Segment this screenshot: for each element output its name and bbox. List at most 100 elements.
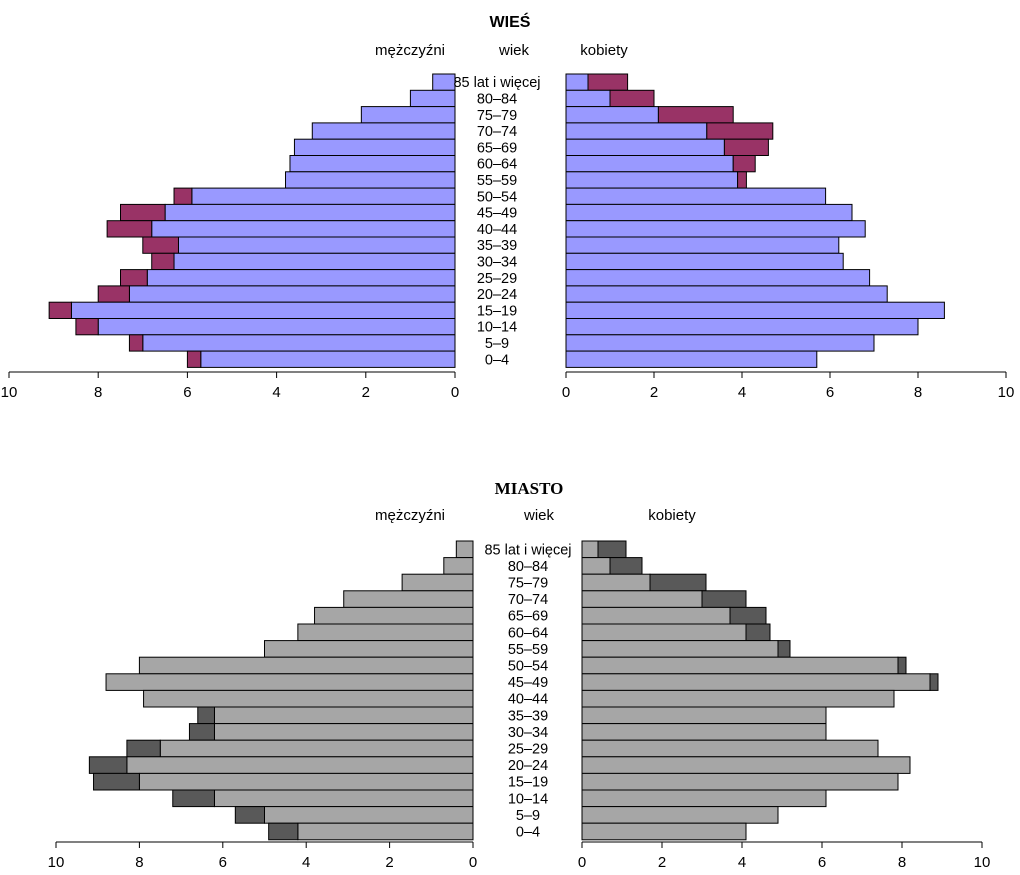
age-label-10: 35–39 <box>508 708 548 724</box>
bar-men-4 <box>293 138 456 156</box>
bar-women-surplus-2 <box>649 573 707 592</box>
bar-women-2 <box>565 106 659 124</box>
bar-men-surplus-17 <box>186 350 202 368</box>
bar-women-17 <box>581 822 747 841</box>
bar-men-surplus-16 <box>234 806 265 824</box>
bar-men-surplus-11 <box>151 252 175 271</box>
age-label-12: 25–29 <box>477 271 517 287</box>
bar-men-7 <box>138 656 474 675</box>
chart-title: WIEŚ <box>490 12 531 31</box>
bar-men-0 <box>432 73 456 91</box>
bar-women-2 <box>581 573 651 592</box>
tick-label-right-1: 2 <box>658 854 666 871</box>
axes-group: 10 8 6 4 2 0 0 2 4 6 8 10 <box>1 371 1014 401</box>
bar-men-surplus-14 <box>48 301 72 320</box>
bar-men-11 <box>213 723 474 741</box>
bar-men-surplus-10 <box>142 236 179 254</box>
age-label-8: 45–49 <box>508 675 548 691</box>
bar-men-17 <box>200 350 456 368</box>
age-label-1: 80–84 <box>508 559 548 575</box>
bar-men-10 <box>177 236 456 254</box>
tick-label-right-0: 0 <box>562 384 570 401</box>
age-label-15: 10–14 <box>508 791 548 807</box>
age-label-7: 50–54 <box>477 189 517 205</box>
tick-label-left-2: 6 <box>219 854 227 871</box>
bar-men-1 <box>443 557 474 575</box>
bar-women-0 <box>565 73 589 91</box>
bar-men-1 <box>409 89 456 108</box>
bar-women-surplus-6 <box>777 640 791 658</box>
age-label-1: 80–84 <box>477 91 517 107</box>
bar-women-3 <box>565 122 708 140</box>
tick-label-left-5: 0 <box>451 384 459 401</box>
bar-men-surplus-9 <box>106 220 153 238</box>
bar-women-6 <box>565 171 739 189</box>
bar-men-13 <box>128 285 456 303</box>
bar-women-surplus-6 <box>737 171 747 189</box>
men-label: mężczyźni <box>375 507 445 524</box>
chart-title: MIASTO <box>495 479 564 498</box>
age-label-10: 35–39 <box>477 238 517 254</box>
age-label-9: 40–44 <box>508 692 548 708</box>
tick-label-left-4: 2 <box>385 854 393 871</box>
bar-men-6 <box>285 171 456 189</box>
bar-women-8 <box>565 203 853 222</box>
tick-label-left-1: 8 <box>94 384 102 401</box>
bar-men-surplus-8 <box>120 203 166 222</box>
age-label-14: 15–19 <box>508 775 548 791</box>
bar-women-7 <box>581 656 899 675</box>
bar-men-surplus-7 <box>173 187 193 205</box>
tick-label-right-4: 8 <box>898 854 906 871</box>
age-label-6: 55–59 <box>477 173 517 189</box>
bar-men-surplus-13 <box>88 756 128 774</box>
age-label-11: 30–34 <box>477 254 517 270</box>
tick-label-left-3: 4 <box>272 384 280 401</box>
age-label-0: 85 lat i więcej <box>453 75 540 91</box>
bar-women-surplus-5 <box>732 155 756 173</box>
bar-women-1 <box>581 557 611 575</box>
tick-label-right-5: 10 <box>974 854 991 871</box>
age-label-5: 60–64 <box>477 157 517 173</box>
bar-men-2 <box>360 106 456 124</box>
age-label-0: 85 lat i więcej <box>484 542 571 558</box>
age-label: wiek <box>523 507 555 524</box>
bar-women-surplus-5 <box>745 623 771 642</box>
bar-women-surplus-0 <box>587 73 629 91</box>
bar-women-7 <box>565 187 827 205</box>
age-label-7: 50–54 <box>508 659 548 675</box>
bar-men-9 <box>151 220 456 238</box>
bar-men-15 <box>97 318 456 336</box>
bar-men-7 <box>191 187 456 205</box>
tick-label-left-0: 10 <box>1 384 18 401</box>
bar-men-5 <box>289 155 456 173</box>
bar-men-14 <box>138 772 474 791</box>
bar-men-surplus-15 <box>172 789 215 808</box>
bar-men-0 <box>455 540 474 559</box>
bar-men-8 <box>105 673 474 691</box>
tick-label-right-0: 0 <box>578 854 586 871</box>
bar-women-surplus-4 <box>723 138 769 156</box>
bar-women-17 <box>565 350 818 368</box>
chart-miasto: MIASTO mężczyźni wiek kobiety 85 lat i w… <box>48 479 991 871</box>
tick-label-right-2: 4 <box>738 384 746 401</box>
bar-men-surplus-12 <box>120 269 148 287</box>
bar-women-surplus-2 <box>657 106 734 124</box>
bar-men-3 <box>343 590 474 608</box>
bar-men-surplus-17 <box>268 822 299 841</box>
bar-men-surplus-10 <box>197 706 215 725</box>
bar-men-11 <box>173 252 456 271</box>
tick-label-right-4: 8 <box>914 384 922 401</box>
age-label-11: 30–34 <box>508 725 548 741</box>
bar-women-surplus-3 <box>706 122 774 140</box>
bar-women-16 <box>581 806 779 824</box>
tick-label-right-3: 6 <box>826 384 834 401</box>
tick-label-right-1: 2 <box>650 384 658 401</box>
bar-women-10 <box>581 706 827 725</box>
age-label-17: 0–4 <box>485 352 509 368</box>
women-label: kobiety <box>580 42 628 59</box>
bar-men-13 <box>126 756 474 774</box>
bar-women-0 <box>581 540 599 559</box>
tick-label-left-5: 0 <box>469 854 477 871</box>
bar-women-surplus-0 <box>597 540 627 559</box>
bar-men-surplus-12 <box>126 739 161 758</box>
